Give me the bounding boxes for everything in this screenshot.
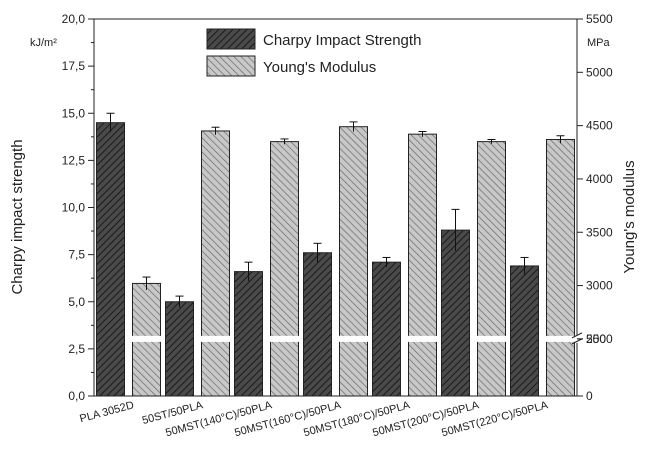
right-tick-label: 0: [586, 389, 593, 403]
legend-label-modulus: Young's Modulus: [263, 59, 376, 76]
right-tick-label: 3000: [586, 279, 613, 293]
bar-modulus: [201, 130, 230, 397]
bar-break-gap: [200, 335, 231, 342]
left-tick-label: 20,0: [62, 12, 86, 26]
left-tick-label: 10,0: [62, 201, 86, 215]
bar-break-gap: [407, 335, 438, 342]
bar-charpy: [510, 265, 539, 397]
x-tick-label: PLA 3052D: [78, 399, 135, 425]
bar-break-gap: [269, 335, 300, 342]
left-axis-title: Charpy impact strength: [9, 139, 26, 294]
right-tick-label: 4000: [586, 172, 613, 186]
bar-charpy: [165, 301, 194, 397]
bar-modulus: [270, 141, 299, 397]
right-tick-label: 5500: [586, 12, 613, 26]
right-tick-label: 500: [586, 332, 606, 346]
right-tick-label: 4500: [586, 119, 613, 133]
bar-break-gap: [545, 335, 576, 342]
right-tick-label: 3500: [586, 225, 613, 239]
bar-modulus: [339, 126, 368, 397]
legend-label-charpy: Charpy Impact Strength: [263, 32, 421, 49]
left-tick-label: 5,0: [68, 295, 85, 309]
legend-swatch-modulus: [206, 55, 256, 77]
right-axis-title: Young's modulus: [621, 160, 638, 273]
legend: Charpy Impact Strength Young's Modulus: [206, 28, 421, 77]
bar-break-gap: [476, 335, 507, 342]
left-tick-label: 17,5: [62, 59, 86, 73]
bar-break-gap: [338, 335, 369, 342]
left-tick-label: 15,0: [62, 106, 86, 120]
bar-modulus: [408, 133, 437, 397]
left-tick-label: 12,5: [62, 153, 86, 167]
bar-charpy: [234, 271, 263, 397]
left-tick-label: 0,0: [68, 389, 85, 403]
left-tick-label: 7,5: [68, 248, 85, 262]
bar-charpy: [303, 252, 332, 397]
legend-swatch-charpy: [206, 28, 256, 50]
right-axis-break-mark: [571, 338, 583, 345]
bar-modulus: [477, 141, 506, 397]
left-axis-unit: kJ/m²: [30, 37, 57, 49]
right-axis-break-mark: [571, 332, 583, 339]
bar-charpy: [441, 229, 470, 397]
bar-break-gap: [131, 335, 162, 342]
left-tick-label: 2,5: [68, 342, 85, 356]
bar-charpy: [372, 261, 401, 397]
right-axis-unit: MPa: [587, 37, 611, 49]
right-tick-label: 2500: [586, 332, 613, 346]
bar-modulus: [546, 138, 575, 397]
right-tick-label: 5000: [586, 65, 613, 79]
bar-charpy: [96, 122, 125, 397]
